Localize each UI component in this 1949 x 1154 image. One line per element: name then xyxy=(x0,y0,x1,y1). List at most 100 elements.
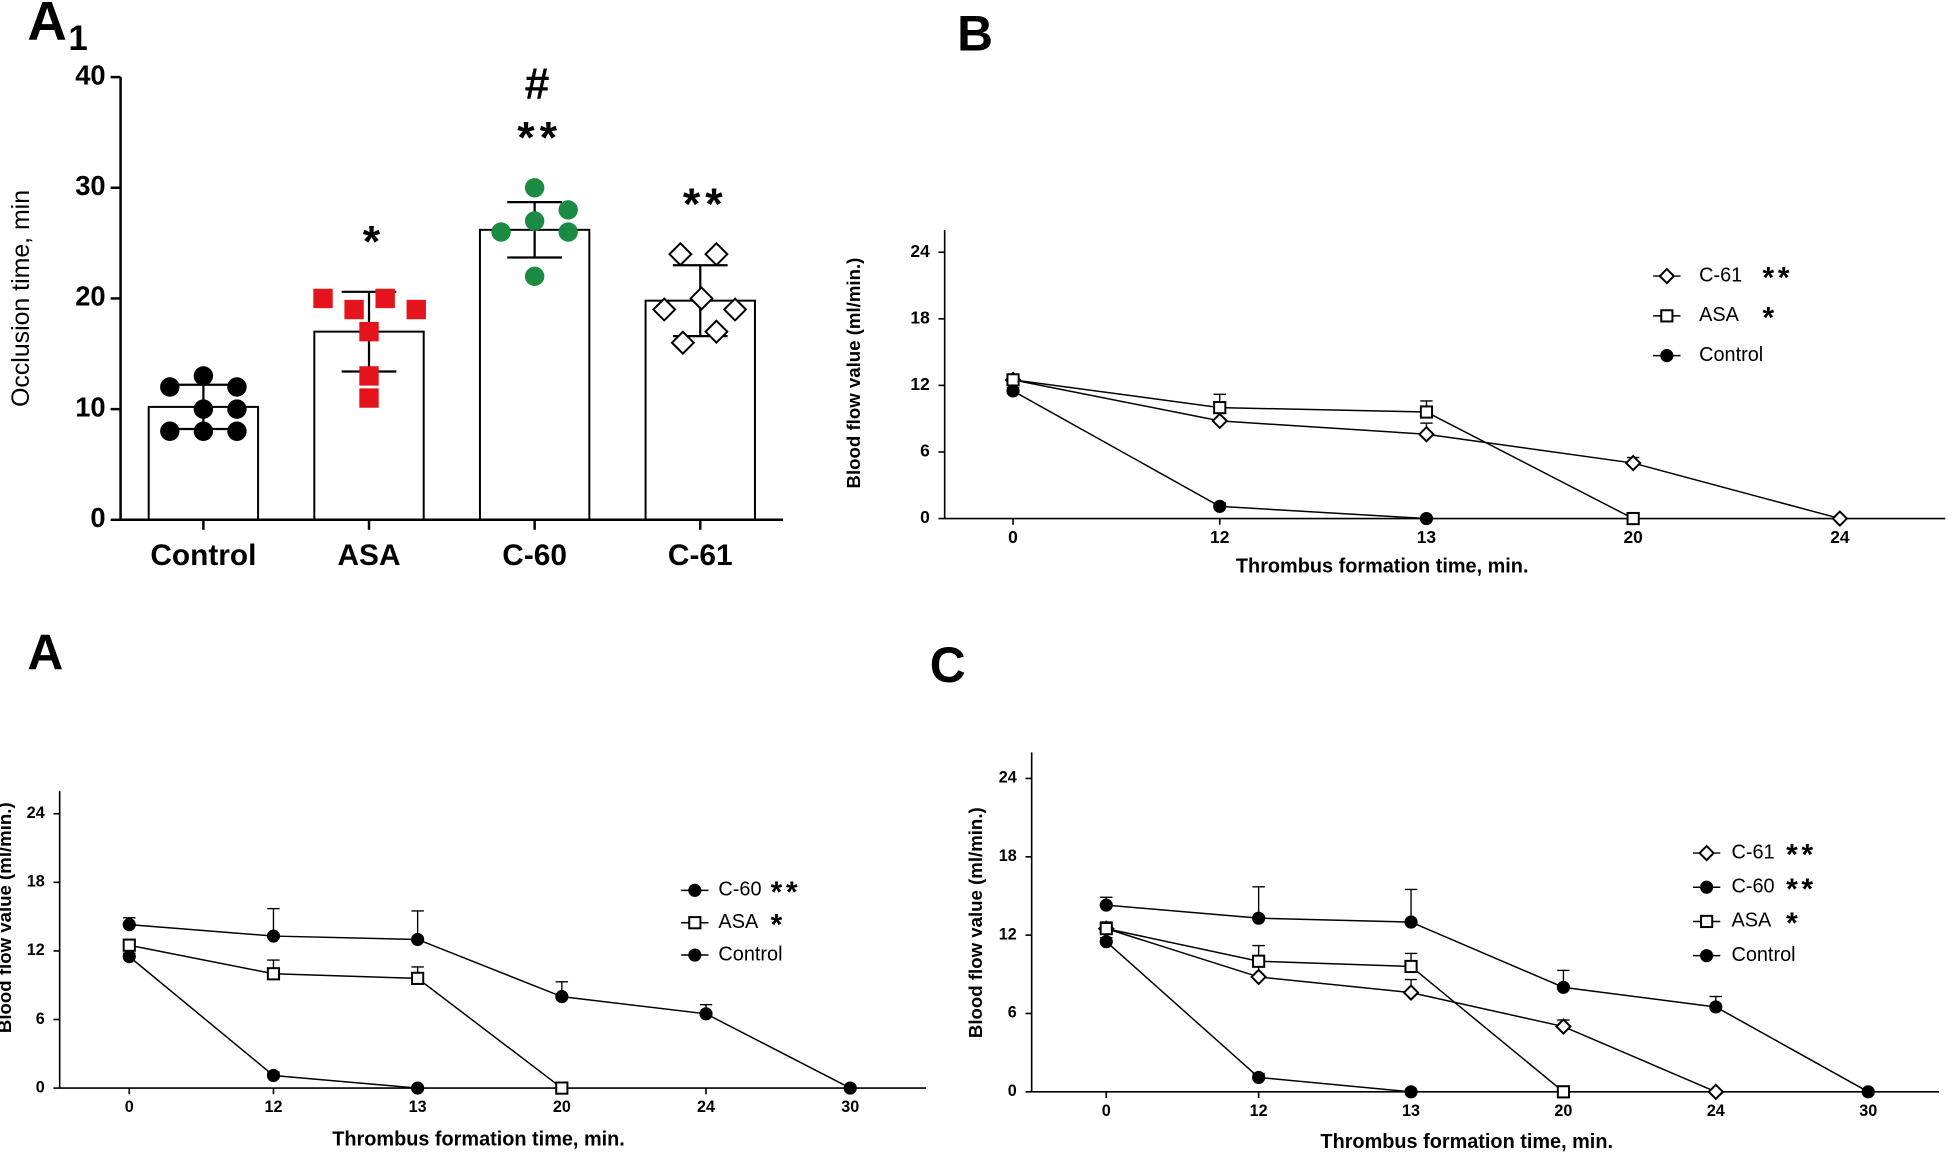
y-tick-label: 12 xyxy=(999,925,1017,943)
x-tick-label: 0 xyxy=(1008,527,1018,547)
data-point xyxy=(843,1081,857,1095)
legend-significance: ** xyxy=(1763,262,1794,295)
legend-significance: ** xyxy=(771,876,802,909)
x-tick-label: 20 xyxy=(1623,527,1642,547)
data-point xyxy=(1419,511,1434,526)
data-point xyxy=(1099,898,1113,912)
data-point xyxy=(555,990,569,1004)
data-point xyxy=(1555,1018,1572,1035)
data-point xyxy=(1252,954,1266,968)
data-point xyxy=(1707,1083,1725,1101)
data-point xyxy=(122,938,136,952)
data-point xyxy=(1250,968,1268,986)
x-tick-label: 30 xyxy=(841,1098,859,1116)
legend-marker xyxy=(688,948,702,962)
legend-significance: ** xyxy=(1786,839,1817,872)
panel-label: A xyxy=(27,0,66,51)
x-tick-label: 20 xyxy=(553,1098,571,1116)
series-line xyxy=(1106,904,1869,1093)
y-tick-label: 18 xyxy=(27,873,45,891)
legend-label: Control xyxy=(1731,944,1795,966)
data-point xyxy=(1402,984,1420,1001)
data-point xyxy=(524,178,545,198)
data-point xyxy=(266,1068,281,1083)
data-point xyxy=(1624,454,1642,472)
series-line xyxy=(129,944,563,1089)
x-tick-label: 12 xyxy=(264,1098,282,1116)
y-tick-label: 0 xyxy=(920,507,930,527)
data-point xyxy=(122,950,136,964)
legend-label: C-60 xyxy=(718,879,761,901)
legend-marker xyxy=(1660,349,1674,363)
data-point xyxy=(1404,1085,1418,1099)
data-point xyxy=(160,377,180,397)
data-point xyxy=(1213,401,1227,415)
data-point xyxy=(1006,373,1020,387)
data-point xyxy=(160,421,180,441)
legend-marker xyxy=(1658,267,1676,285)
x-tick-label: 13 xyxy=(1417,527,1437,547)
data-point xyxy=(704,319,729,344)
data-point xyxy=(193,366,214,386)
legend-label: ASA xyxy=(1731,910,1772,932)
data-point xyxy=(227,421,247,441)
legend-label: C-60 xyxy=(1731,876,1774,898)
x-tick-label: C-60 xyxy=(502,539,567,572)
y-tick-label: 24 xyxy=(999,769,1017,787)
data-point xyxy=(1418,425,1435,443)
data-point xyxy=(1211,412,1229,430)
y-tick-label: 0 xyxy=(36,1078,45,1096)
data-point xyxy=(1861,1085,1875,1099)
data-point xyxy=(122,918,136,932)
data-point xyxy=(193,399,214,419)
data-point xyxy=(313,288,333,309)
data-point xyxy=(1252,911,1266,925)
data-point xyxy=(668,241,693,267)
legend-significance: * xyxy=(771,908,786,941)
data-point xyxy=(375,288,395,309)
x-tick-label: 13 xyxy=(1402,1102,1420,1120)
data-point xyxy=(555,1081,569,1095)
data-point xyxy=(1006,384,1020,398)
legend-label: Control xyxy=(718,943,782,965)
data-point xyxy=(359,388,379,408)
y-tick-label: 0 xyxy=(90,502,105,533)
x-tick-label: 20 xyxy=(1554,1102,1572,1120)
y-tick-label: 6 xyxy=(920,441,930,461)
data-point xyxy=(411,932,425,947)
x-tick-label: 24 xyxy=(1707,1102,1725,1120)
data-point xyxy=(670,330,696,356)
x-tick-label: 0 xyxy=(1102,1102,1111,1120)
y-tick-label: 30 xyxy=(75,170,105,201)
significance-mark: ** xyxy=(517,112,562,162)
data-point xyxy=(722,297,748,322)
data-point xyxy=(1556,1085,1571,1099)
significance-mark: # xyxy=(525,59,555,109)
y-tick-label: 20 xyxy=(75,281,105,312)
y-tick-label: 18 xyxy=(999,847,1017,865)
x-tick-label: 24 xyxy=(697,1098,715,1116)
series-line xyxy=(129,923,851,1089)
legend-marker xyxy=(1698,844,1716,862)
y-tick-label: 24 xyxy=(910,241,930,261)
x-tick-label: 13 xyxy=(409,1098,427,1116)
data-point xyxy=(266,929,281,943)
data-point xyxy=(1831,510,1849,527)
data-point xyxy=(1626,511,1640,526)
x-tick-label: 0 xyxy=(125,1098,134,1116)
x-axis-label: Thrombus formation time, min. xyxy=(1236,555,1529,577)
data-point xyxy=(359,366,379,386)
x-tick-label: 30 xyxy=(1859,1102,1877,1120)
data-point xyxy=(491,222,511,242)
data-point xyxy=(411,1081,425,1095)
data-point xyxy=(558,222,578,242)
data-point xyxy=(227,399,247,419)
data-point xyxy=(558,200,578,220)
data-point xyxy=(689,286,714,311)
panel-label: B xyxy=(957,5,993,61)
y-tick-label: 12 xyxy=(910,374,929,394)
legend-label: ASA xyxy=(718,911,759,933)
x-tick-label: Control xyxy=(150,539,256,572)
